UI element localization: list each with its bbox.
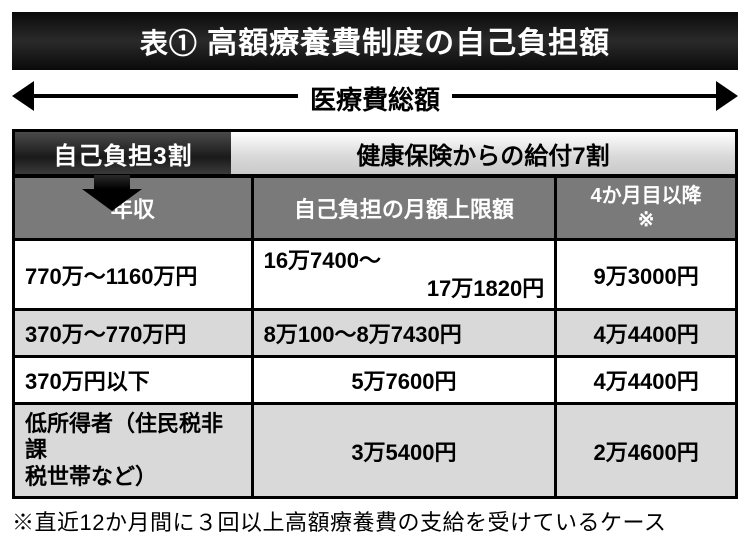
self-pay-label: 自己負担3割 — [53, 136, 192, 171]
cell-income: 770万～1160万円 — [14, 240, 253, 310]
cell-after4: 9万3000円 — [556, 240, 737, 310]
table-row: 770万～1160万円16万7400～17万1820円9万3000円 — [14, 240, 737, 310]
cell-limit: 3万5400円 — [252, 404, 556, 498]
table-row: 370万～770万円8万100～8万7430円4万4400円 — [14, 310, 737, 357]
col-limit: 自己負担の月額上限額 — [252, 177, 556, 240]
insurance-label: 健康保険からの給付7割 — [356, 136, 609, 171]
cost-split-bar: 自己負担3割 健康保険からの給付7割 — [12, 129, 738, 177]
axis-label: 医療費総額 — [298, 80, 452, 117]
title-text: 高額療養費制度の自己負担額 — [207, 27, 610, 60]
cell-limit: 16万7400～17万1820円 — [252, 240, 556, 310]
col-after4: 4か月目以降※ — [556, 177, 737, 240]
table-row: 370万円以下5万7600円4万4400円 — [14, 357, 737, 404]
cell-income: 370万～770万円 — [14, 310, 253, 357]
cell-limit: 5万7600円 — [252, 357, 556, 404]
table-row: 低所得者（住民税非課税世帯など）3万5400円2万4600円 — [14, 404, 737, 498]
cell-limit: 8万100～8万7430円 — [252, 310, 556, 357]
cell-after4: 4万4400円 — [556, 357, 737, 404]
title-prefix: 表① — [140, 28, 198, 59]
limit-table: 年収 自己負担の月額上限額 4か月目以降※ 770万～1160万円16万7400… — [12, 175, 738, 499]
cell-income: 370万円以下 — [14, 357, 253, 404]
title-bar: 表① 高額療養費制度の自己負担額 — [12, 12, 738, 70]
self-pay-segment: 自己負担3割 — [15, 132, 231, 174]
cell-after4: 4万4400円 — [556, 310, 737, 357]
insurance-segment: 健康保険からの給付7割 — [231, 132, 735, 174]
cell-after4: 2万4600円 — [556, 404, 737, 498]
cell-income: 低所得者（住民税非課税世帯など） — [14, 404, 253, 498]
footnote: ※直近12か月間に３回以上高額療養費の支給を受けているケース — [12, 505, 738, 537]
